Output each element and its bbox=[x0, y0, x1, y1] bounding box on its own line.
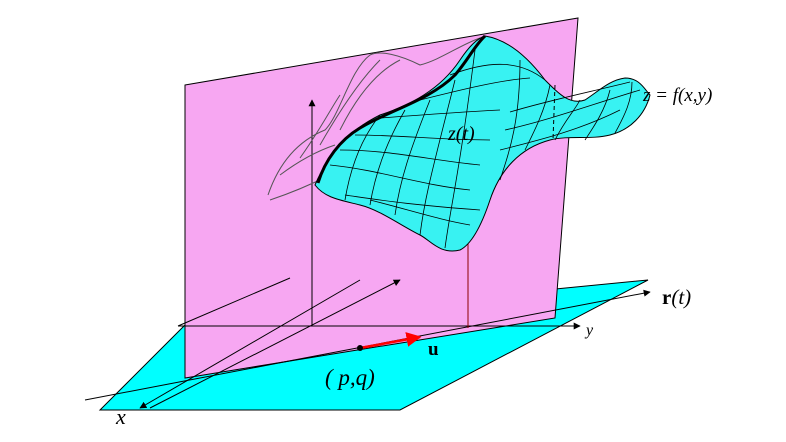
z-of-t-label: z(t) bbox=[447, 123, 475, 145]
hidden-edge bbox=[552, 84, 556, 141]
floor-line-3 bbox=[149, 279, 401, 409]
u-label: u bbox=[428, 339, 439, 360]
y-axis-label: y bbox=[584, 322, 594, 339]
r-of-t-r: r bbox=[662, 285, 671, 309]
r-of-t-label: r(t) bbox=[662, 285, 691, 309]
x-axis bbox=[139, 279, 361, 409]
surface-back bbox=[267, 37, 481, 201]
point-pq-marker bbox=[357, 345, 363, 351]
curve-z-of-t bbox=[316, 34, 487, 184]
r-of-t-arg: (t) bbox=[671, 285, 691, 309]
floor-line-2 bbox=[177, 277, 291, 327]
point-pq-label: ( p,q) bbox=[325, 365, 375, 390]
surface-equation-label: z = f(x,y) bbox=[642, 85, 712, 106]
direction-vector-u bbox=[359, 332, 422, 350]
surface-grid bbox=[329, 49, 641, 249]
x-axis-label: x bbox=[115, 404, 126, 429]
surface bbox=[314, 35, 651, 252]
